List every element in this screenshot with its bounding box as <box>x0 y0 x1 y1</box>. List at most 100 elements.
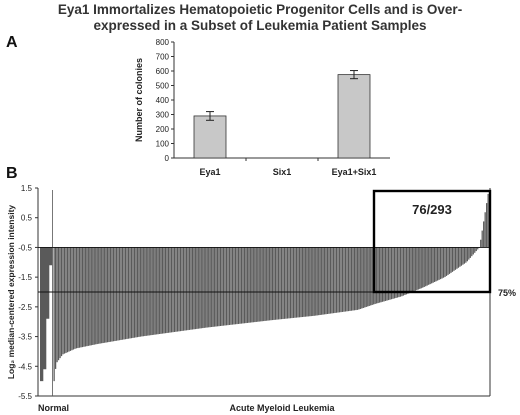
aml-bar <box>242 247 244 324</box>
aml-bar <box>481 230 483 248</box>
aml-bar <box>95 247 97 345</box>
aml-bar <box>387 247 390 301</box>
aml-bar <box>426 247 428 286</box>
panel-b-letter: B <box>6 165 18 182</box>
aml-bar <box>361 247 363 309</box>
aml-bar <box>429 247 431 285</box>
aml-bar <box>71 247 73 351</box>
aml-bar <box>462 247 464 265</box>
aml-bar <box>190 247 192 330</box>
aml-bar <box>159 247 161 335</box>
aml-bar <box>295 247 298 318</box>
aml-bar <box>376 247 378 304</box>
aml-bar <box>239 247 241 324</box>
threshold-label: 75% <box>498 288 516 298</box>
aml-bar <box>466 247 468 262</box>
aml-bar <box>92 247 94 345</box>
figure-title: Eya1 Immortalizes Hematopoietic Progenit… <box>0 2 520 34</box>
aml-bar <box>154 247 156 335</box>
aml-bar <box>172 247 174 333</box>
aml-bar <box>477 247 479 250</box>
aml-bar <box>460 247 463 266</box>
aml-bar <box>69 247 72 351</box>
aml-bar <box>214 247 216 327</box>
ytick-label-a: 300 <box>156 111 170 120</box>
aml-bar <box>90 247 92 346</box>
aml-bar <box>160 247 162 334</box>
aml-bar <box>303 247 305 317</box>
aml-bar <box>227 247 229 326</box>
aml-bar <box>108 247 110 343</box>
aml-bar <box>84 247 86 347</box>
aml-bar <box>480 239 482 248</box>
aml-bar <box>444 247 446 277</box>
aml-bar <box>86 247 88 347</box>
aml-bar <box>454 247 457 270</box>
aml-bar <box>99 247 101 344</box>
aml-bar <box>370 247 372 306</box>
group-label-normal: Normal <box>38 403 69 413</box>
aml-bar <box>200 247 202 329</box>
aml-bar <box>124 247 127 340</box>
aml-bar <box>434 247 436 282</box>
aml-bar <box>390 247 393 300</box>
aml-bar <box>288 247 290 319</box>
group-label-aml: Acute Myeloid Leukemia <box>229 403 335 413</box>
aml-bar <box>72 247 75 350</box>
aml-bar <box>111 247 113 342</box>
aml-bar <box>486 203 488 248</box>
ytick-label-b: -2.5 <box>18 303 32 312</box>
bar-eya1-six1 <box>337 74 371 159</box>
ytick-label-a: 700 <box>156 53 170 62</box>
aml-bar <box>294 247 296 318</box>
aml-bar <box>423 247 425 287</box>
aml-bar <box>162 247 164 334</box>
aml-bar <box>68 247 70 352</box>
aml-bar <box>65 247 67 353</box>
aml-bar <box>184 247 186 331</box>
aml-bar <box>261 247 263 322</box>
aml-bar <box>304 247 306 317</box>
aml-bar <box>193 247 195 330</box>
aml-bar <box>352 247 354 311</box>
aml-bar <box>358 247 360 310</box>
aml-bar <box>393 247 396 299</box>
aml-bar <box>380 247 382 303</box>
aml-bar <box>371 247 373 305</box>
aml-bar <box>368 247 370 306</box>
aml-bar <box>377 247 379 304</box>
normal-bar <box>43 247 47 370</box>
aml-bar <box>252 247 254 323</box>
aml-bar <box>120 247 122 340</box>
aml-bar <box>322 247 324 315</box>
aml-bar <box>331 247 333 314</box>
aml-bar <box>115 247 118 341</box>
aml-bar <box>267 247 269 321</box>
aml-bar <box>188 247 191 330</box>
aml-bar <box>419 247 421 289</box>
aml-bar <box>264 247 266 321</box>
yaxis-label-a: Number of colonies <box>134 58 144 142</box>
aml-bar <box>104 247 106 343</box>
aml-bar <box>441 247 443 279</box>
aml-bar <box>185 247 188 331</box>
ytick-label-b: -3.5 <box>18 333 32 342</box>
aml-bar <box>191 247 193 330</box>
aml-bar <box>266 247 268 321</box>
aml-bar <box>279 247 281 320</box>
aml-bar <box>54 247 57 369</box>
aml-bar <box>392 247 394 299</box>
aml-bar <box>469 247 471 258</box>
aml-bar <box>338 247 341 313</box>
aml-bar <box>148 247 150 336</box>
aml-bar <box>475 247 477 252</box>
aml-bar <box>202 247 204 329</box>
normal-bar <box>49 247 53 266</box>
aml-bar <box>173 247 176 332</box>
aml-bar <box>402 247 405 296</box>
aml-bar <box>182 247 185 331</box>
aml-bar <box>459 247 461 267</box>
aml-bar <box>240 247 243 324</box>
aml-bar <box>254 247 256 323</box>
aml-bar <box>396 247 399 298</box>
